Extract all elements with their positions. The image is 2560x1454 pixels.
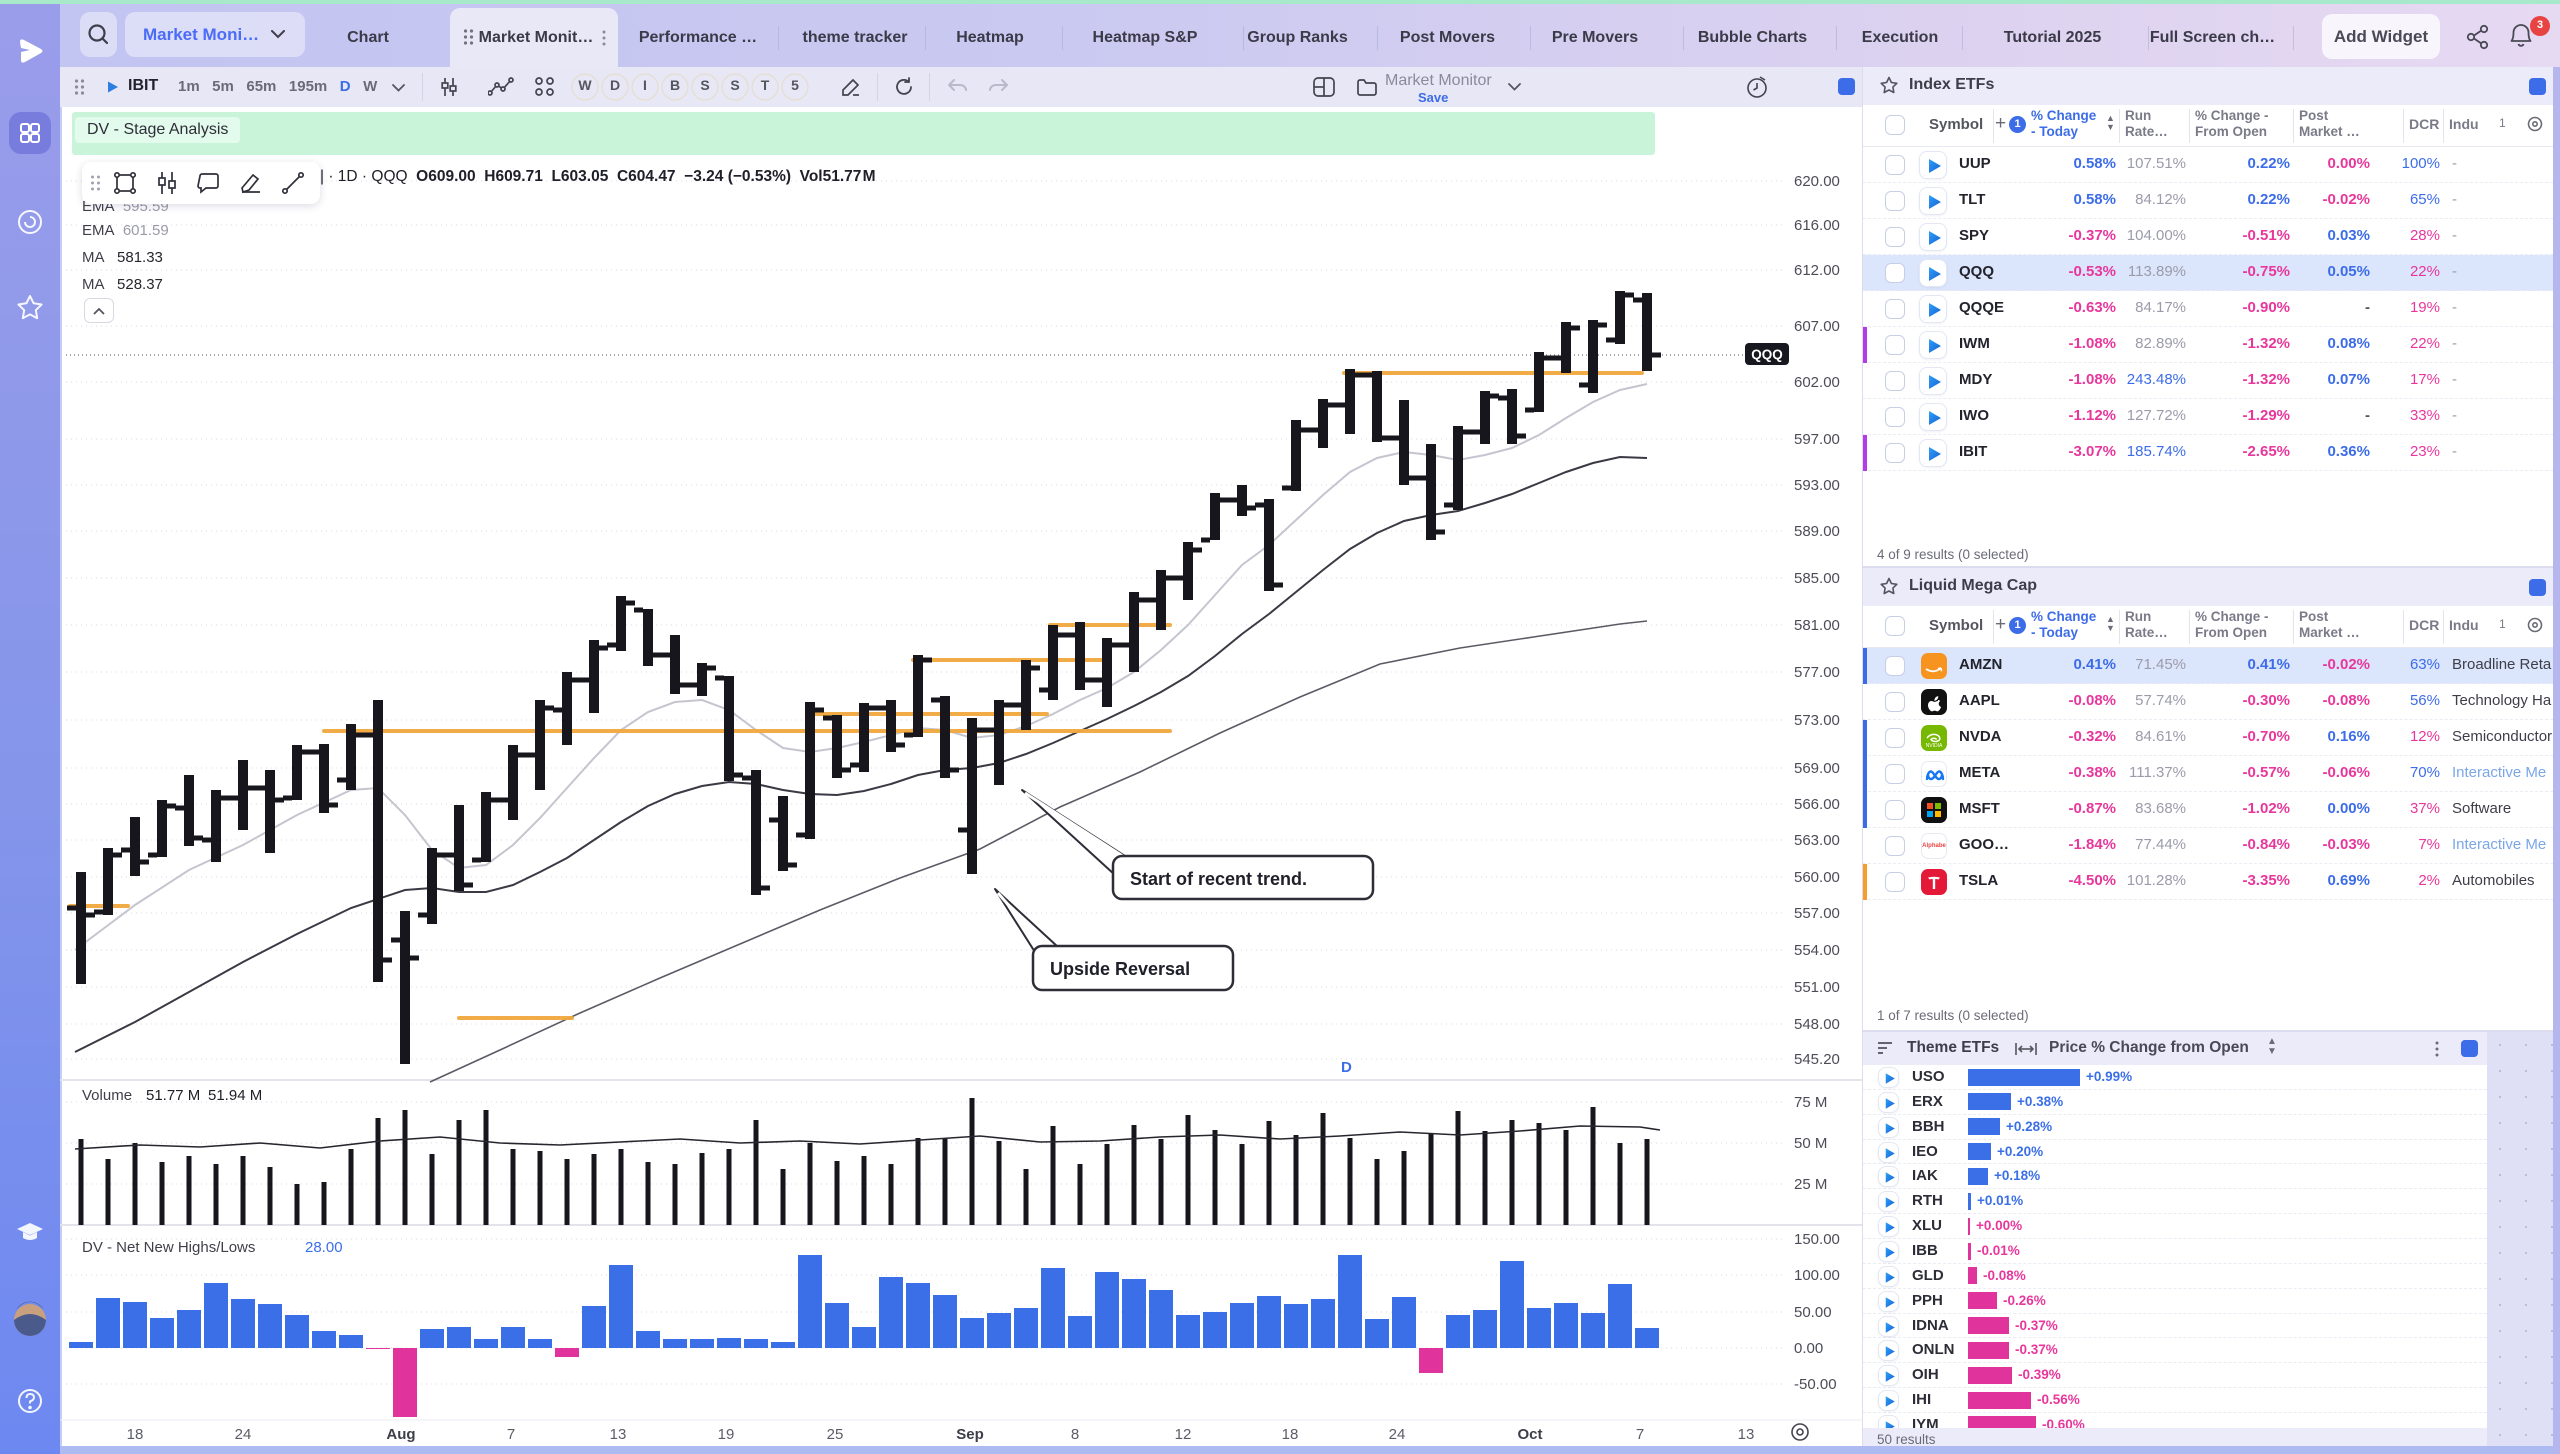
svg-text:51.77 M: 51.77 M <box>146 1087 200 1104</box>
svg-text:13: 13 <box>610 1426 627 1443</box>
svg-text:560.00: 560.00 <box>1794 869 1840 886</box>
svg-text:51.94 M: 51.94 M <box>208 1087 262 1104</box>
svg-text:-50.00: -50.00 <box>1794 1376 1837 1393</box>
svg-text:548.00: 548.00 <box>1794 1016 1840 1033</box>
svg-text:25: 25 <box>827 1426 844 1443</box>
svg-text:Upside Reversal: Upside Reversal <box>1050 959 1190 979</box>
svg-text:0.00: 0.00 <box>1794 1340 1823 1357</box>
svg-text:13: 13 <box>1738 1426 1755 1443</box>
svg-text:612.00: 612.00 <box>1794 262 1840 279</box>
svg-text:18: 18 <box>127 1426 144 1443</box>
svg-text:620.00: 620.00 <box>1794 173 1840 190</box>
svg-text:573.00: 573.00 <box>1794 712 1840 729</box>
svg-text:589.00: 589.00 <box>1794 523 1840 540</box>
svg-text:563.00: 563.00 <box>1794 832 1840 849</box>
svg-text:Sep: Sep <box>956 1426 984 1443</box>
svg-text:554.00: 554.00 <box>1794 942 1840 959</box>
svg-text:557.00: 557.00 <box>1794 905 1840 922</box>
svg-text:616.00: 616.00 <box>1794 217 1840 234</box>
svg-text:8: 8 <box>1071 1426 1079 1443</box>
svg-text:NVIDIA: NVIDIA <box>1926 743 1943 749</box>
svg-text:D: D <box>1341 1059 1352 1076</box>
svg-text:12: 12 <box>1175 1426 1192 1443</box>
svg-text:75 M: 75 M <box>1794 1094 1827 1111</box>
svg-text:597.00: 597.00 <box>1794 431 1840 448</box>
svg-text:569.00: 569.00 <box>1794 760 1840 777</box>
svg-text:28.00: 28.00 <box>305 1239 343 1256</box>
svg-text:25 M: 25 M <box>1794 1176 1827 1193</box>
svg-text:50.00: 50.00 <box>1794 1304 1832 1321</box>
svg-text:607.00: 607.00 <box>1794 318 1840 335</box>
svg-text:50 M: 50 M <box>1794 1135 1827 1152</box>
svg-text:581.00: 581.00 <box>1794 617 1840 634</box>
svg-text:Start of recent trend.: Start of recent trend. <box>1130 869 1307 889</box>
svg-text:DV - Net New Highs/Lows: DV - Net New Highs/Lows <box>82 1239 255 1256</box>
svg-text:24: 24 <box>1389 1426 1406 1443</box>
svg-text:585.00: 585.00 <box>1794 570 1840 587</box>
svg-text:100.00: 100.00 <box>1794 1267 1840 1284</box>
svg-text:QQQ: QQQ <box>1751 347 1783 362</box>
svg-text:18: 18 <box>1282 1426 1299 1443</box>
svg-text:19: 19 <box>718 1426 735 1443</box>
svg-text:7: 7 <box>1636 1426 1644 1443</box>
svg-text:Aug: Aug <box>386 1426 415 1443</box>
svg-text:577.00: 577.00 <box>1794 664 1840 681</box>
svg-text:551.00: 551.00 <box>1794 979 1840 996</box>
svg-text:Volume: Volume <box>82 1087 132 1104</box>
svg-text:7: 7 <box>507 1426 515 1443</box>
svg-text:602.00: 602.00 <box>1794 374 1840 391</box>
svg-text:24: 24 <box>235 1426 252 1443</box>
svg-text:150.00: 150.00 <box>1794 1231 1840 1248</box>
svg-text:593.00: 593.00 <box>1794 477 1840 494</box>
svg-text:Oct: Oct <box>1517 1426 1542 1443</box>
svg-text:566.00: 566.00 <box>1794 796 1840 813</box>
svg-text:545.20: 545.20 <box>1794 1051 1840 1068</box>
